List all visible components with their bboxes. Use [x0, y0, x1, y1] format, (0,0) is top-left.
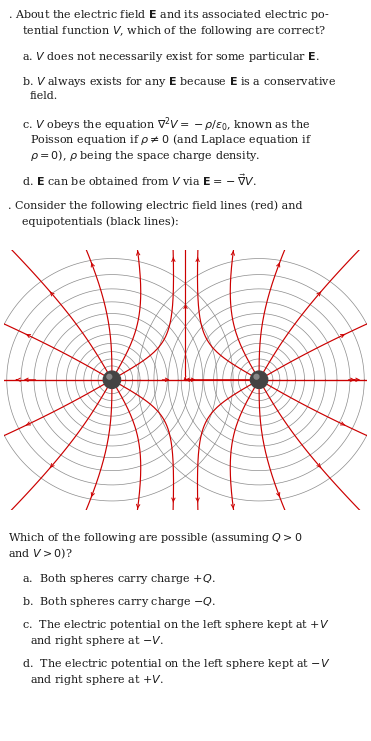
Text: a. $V$ does not necessarily exist for some particular $\mathbf{E}$.: a. $V$ does not necessarily exist for so… — [22, 50, 320, 64]
Text: and right sphere at $+V$.: and right sphere at $+V$. — [30, 674, 164, 687]
Circle shape — [254, 374, 259, 379]
Text: $\rho = 0$), $\rho$ being the space charge density.: $\rho = 0$), $\rho$ being the space char… — [30, 148, 260, 163]
Text: field.: field. — [30, 91, 58, 101]
Text: c.  The electric potential on the left sphere kept at $+V$: c. The electric potential on the left sp… — [22, 618, 329, 632]
Text: b. $V$ always exists for any $\mathbf{E}$ because $\mathbf{E}$ is a conservative: b. $V$ always exists for any $\mathbf{E}… — [22, 75, 336, 89]
Text: d.  The electric potential on the left sphere kept at $-V$: d. The electric potential on the left sp… — [22, 657, 331, 671]
Text: and right sphere at $-V$.: and right sphere at $-V$. — [30, 634, 164, 648]
Text: b.  Both spheres carry charge $-Q$.: b. Both spheres carry charge $-Q$. — [22, 595, 216, 609]
Text: Poisson equation if $\rho \neq 0$ (and Laplace equation if: Poisson equation if $\rho \neq 0$ (and L… — [30, 132, 312, 147]
Text: tential function $V$, which of the following are correct?: tential function $V$, which of the follo… — [22, 24, 326, 39]
Circle shape — [107, 374, 112, 379]
Text: a.  Both spheres carry charge $+Q$.: a. Both spheres carry charge $+Q$. — [22, 572, 216, 586]
Text: c. $V$ obeys the equation $\nabla^2 V = -\rho/\varepsilon_0$, known as the: c. $V$ obeys the equation $\nabla^2 V = … — [22, 116, 310, 134]
Text: and $V > 0$)?: and $V > 0$)? — [8, 546, 73, 561]
Text: equipotentials (black lines):: equipotentials (black lines): — [22, 216, 179, 227]
Text: . Consider the following electric field lines (red) and: . Consider the following electric field … — [8, 200, 302, 211]
Text: d. $\mathbf{E}$ can be obtained from $V$ via $\mathbf{E} = -\vec{\nabla}V$.: d. $\mathbf{E}$ can be obtained from $V$… — [22, 173, 257, 188]
Text: . About the electric field $\mathbf{E}$ and its associated electric po-: . About the electric field $\mathbf{E}$ … — [8, 8, 329, 22]
Text: Which of the following are possible (assuming $Q > 0$: Which of the following are possible (ass… — [8, 530, 303, 545]
Circle shape — [103, 371, 121, 388]
Circle shape — [250, 371, 268, 388]
